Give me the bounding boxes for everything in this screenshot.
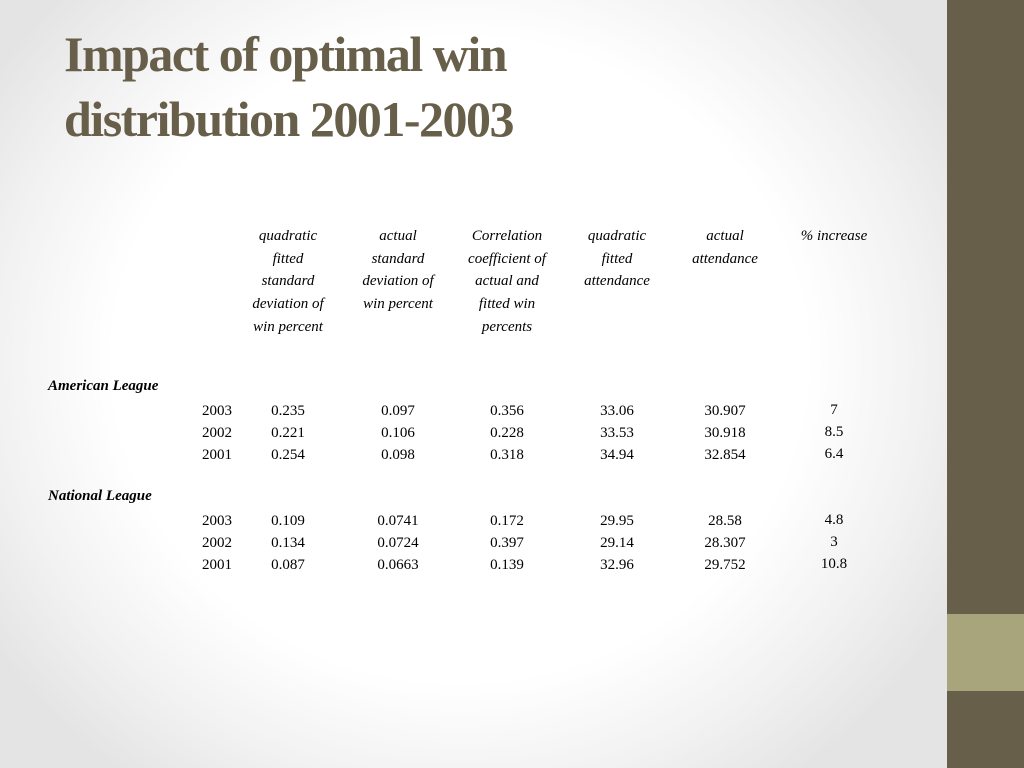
column-header-line: standard: [371, 250, 425, 267]
column-header-line: win percent: [363, 296, 433, 313]
percent-increase-cell: 3: [830, 534, 838, 550]
fitted-attendance-cell: 33.06: [600, 403, 634, 419]
column-header-line: standard: [261, 273, 315, 290]
table-row: 2002 0.134 0.0724 0.397 29.14 28.307 3: [0, 532, 940, 554]
column-header-line: actual and: [475, 273, 539, 290]
correlation-cell: 0.172: [490, 513, 524, 529]
year-cell: 2001: [202, 557, 232, 573]
percent-increase-cell: 8.5: [824, 424, 844, 440]
correlation-cell: 0.139: [490, 557, 524, 573]
actual-attendance-cell: 28.307: [704, 535, 746, 551]
quadratic-sd-cell: 0.221: [271, 425, 305, 441]
year-cell: 2002: [202, 425, 232, 441]
year-cell: 2003: [202, 513, 232, 529]
slide-title-line-2: distribution 2001-2003: [64, 91, 515, 147]
year-cell: 2001: [202, 447, 232, 463]
sidebar-accent-block: [947, 614, 1024, 691]
slide-title: Impact of optimal win distribution 2001-…: [64, 22, 924, 152]
correlation-cell: 0.228: [490, 425, 524, 441]
quadratic-sd-cell: 0.087: [271, 557, 305, 573]
actual-attendance-cell: 29.752: [704, 557, 746, 573]
column-header-quadratic-fitted-sd: quadratic fitted standard deviation of w…: [240, 225, 336, 339]
fitted-attendance-cell: 29.14: [600, 535, 634, 551]
column-header-line: % increase: [800, 228, 868, 244]
quadratic-sd-cell: 0.235: [271, 403, 305, 419]
column-header-line: Correlation: [471, 228, 543, 244]
correlation-cell: 0.318: [490, 447, 524, 463]
actual-attendance-cell: 28.58: [708, 513, 742, 529]
column-header-line: deviation of: [362, 273, 434, 290]
column-header-line: deviation of: [252, 296, 324, 313]
column-header-line: quadratic: [258, 228, 318, 244]
actual-attendance-cell: 30.907: [704, 403, 746, 419]
column-header-line: attendance: [692, 250, 758, 267]
column-header-line: actual: [706, 228, 744, 244]
actual-attendance-cell: 30.918: [704, 425, 746, 441]
column-header-correlation: Correlation coefficient of actual and fi…: [455, 225, 559, 339]
table-row: 2003 0.235 0.097 0.356 33.06 30.907 7: [0, 400, 940, 422]
column-header-line: fitted: [272, 250, 304, 267]
actual-sd-cell: 0.097: [381, 403, 415, 419]
fitted-attendance-cell: 29.95: [600, 513, 634, 529]
column-header-line: quadratic: [587, 228, 647, 244]
column-header-percent-increase: % increase: [781, 225, 887, 248]
column-header-line: actual: [379, 228, 417, 244]
league-label-national: National League: [48, 488, 152, 504]
fitted-attendance-cell: 34.94: [600, 447, 634, 463]
actual-sd-cell: 0.0724: [377, 535, 419, 551]
percent-increase-cell: 7: [830, 402, 838, 418]
league-label-american: American League: [48, 378, 159, 394]
quadratic-sd-cell: 0.109: [271, 513, 305, 529]
column-header-actual-attendance: actual attendance: [677, 225, 773, 270]
column-header-line: fitted: [601, 250, 633, 267]
actual-sd-cell: 0.098: [381, 447, 415, 463]
quadratic-sd-cell: 0.134: [271, 535, 305, 551]
table-row: 2003 0.109 0.0741 0.172 29.95 28.58 4.8: [0, 510, 940, 532]
year-cell: 2003: [202, 403, 232, 419]
table-row: 2002 0.221 0.106 0.228 33.53 30.918 8.5: [0, 422, 940, 444]
fitted-attendance-cell: 32.96: [600, 557, 634, 573]
table-row: 2001 0.087 0.0663 0.139 32.96 29.752 10.…: [0, 554, 940, 576]
column-header-line: win percent: [253, 318, 323, 335]
actual-attendance-cell: 32.854: [704, 447, 746, 463]
column-header-actual-sd: actual standard deviation of win percent: [350, 225, 446, 316]
table-row: 2001 0.254 0.098 0.318 34.94 32.854 6.4: [0, 444, 940, 466]
actual-sd-cell: 0.0741: [377, 513, 419, 529]
year-cell: 2002: [202, 535, 232, 551]
percent-increase-cell: 10.8: [820, 556, 848, 572]
quadratic-sd-cell: 0.254: [271, 447, 305, 463]
slide-title-line-1: Impact of optimal win: [64, 26, 508, 82]
percent-increase-cell: 6.4: [824, 446, 844, 462]
column-header-line: percents: [481, 318, 533, 335]
correlation-cell: 0.356: [490, 403, 524, 419]
correlation-cell: 0.397: [490, 535, 524, 551]
column-header-quadratic-fitted-attendance: quadratic fitted attendance: [569, 225, 665, 293]
fitted-attendance-cell: 33.53: [600, 425, 634, 441]
percent-increase-cell: 4.8: [824, 512, 844, 528]
column-header-line: attendance: [584, 273, 650, 290]
column-header-line: fitted win: [478, 296, 536, 313]
actual-sd-cell: 0.106: [381, 425, 415, 441]
actual-sd-cell: 0.0663: [377, 557, 419, 573]
column-header-line: coefficient of: [468, 250, 546, 267]
